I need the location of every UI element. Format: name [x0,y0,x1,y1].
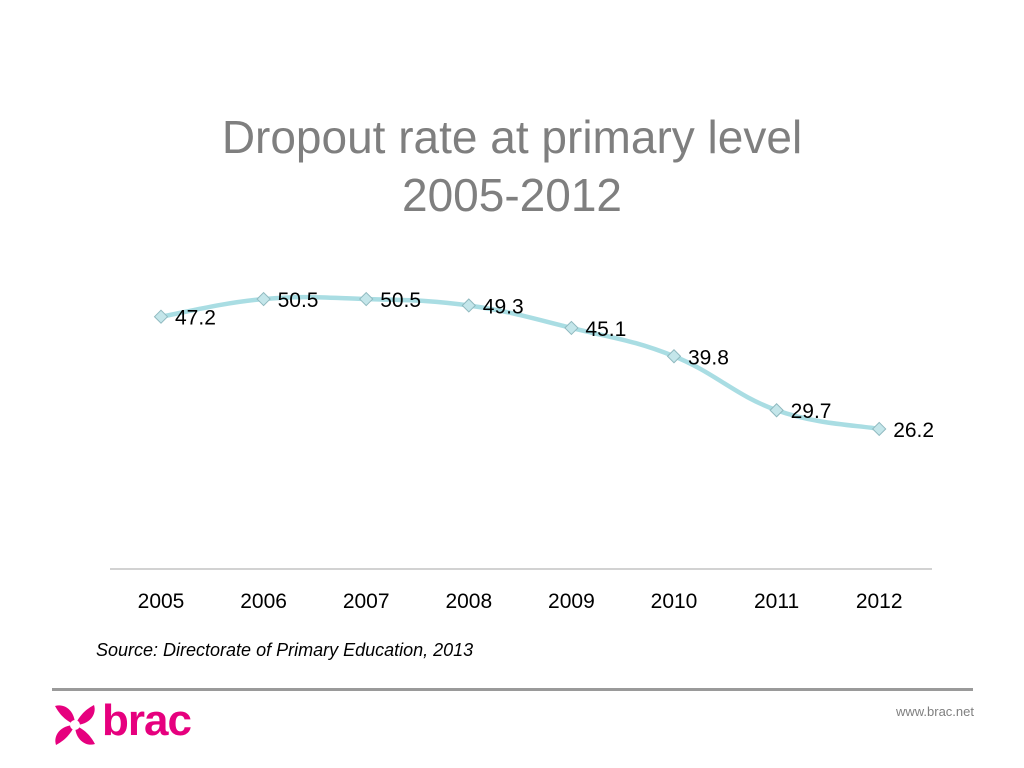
chart-title-line-1: Dropout rate at primary level [221,111,803,163]
data-label: 29.7 [791,400,832,423]
source-note: Source: Directorate of Primary Education… [96,640,474,660]
data-label: 45.1 [585,318,626,341]
data-point-marker [666,349,682,364]
brac-logo-mark-icon [55,705,95,745]
data-point-marker [153,309,169,324]
logo-petal [55,705,75,725]
x-tick-label: 2008 [445,590,492,613]
x-tick-label: 2007 [343,590,390,613]
x-tick-label: 2005 [138,590,185,613]
chart-title-line-2: 2005-2012 [402,169,622,221]
data-point-marker [871,421,887,437]
data-point-marker [256,291,271,307]
data-label: 49.3 [483,295,524,318]
logo-petal [75,725,95,745]
x-tick-label: 2012 [856,590,903,613]
data-label: 50.5 [380,289,421,312]
website-link[interactable]: www.brac.net [895,704,974,719]
x-tick-label: 2010 [651,590,698,613]
series-line [158,294,882,432]
logo-petal [55,725,75,745]
x-tick-label: 2006 [240,590,287,613]
data-label: 39.8 [688,346,729,369]
footer-divider [52,688,973,691]
data-point-marker [358,291,374,307]
brac-logo-text: brac [102,696,192,745]
logo-center [70,720,80,730]
data-point-marker [769,403,784,418]
x-tick-label: 2009 [548,590,595,613]
data-point-marker [461,298,477,313]
logo-petal [75,705,95,725]
x-tick-label: 2011 [754,590,799,613]
data-point-marker [564,320,579,336]
chart-title: Dropout rate at primary level 2005-2012 [0,108,1024,224]
data-label: 50.5 [278,289,319,312]
data-label: 47.2 [175,307,216,330]
data-label: 26.2 [893,419,934,442]
